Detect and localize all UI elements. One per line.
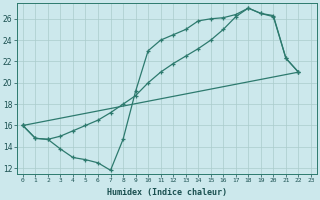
- X-axis label: Humidex (Indice chaleur): Humidex (Indice chaleur): [107, 188, 227, 197]
